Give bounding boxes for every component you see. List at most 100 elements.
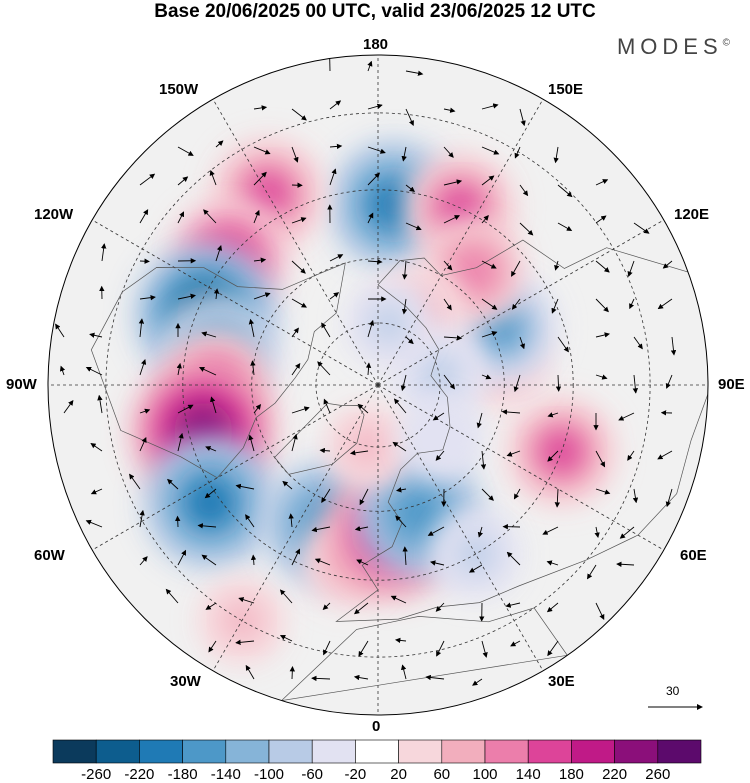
wind-arrow — [253, 292, 271, 300]
colorbar-swatch — [182, 739, 227, 764]
colorbar-swatch — [139, 739, 183, 764]
wind-arrow — [472, 678, 483, 686]
colorbar-swatch — [484, 739, 529, 764]
wind-arrow — [177, 293, 196, 300]
wind-arrow — [139, 359, 147, 376]
colorbar-tick-label: -180 — [167, 766, 198, 783]
wind-arrow — [139, 173, 156, 186]
wind-arrow — [367, 146, 386, 154]
wind-arrow — [392, 441, 407, 452]
wind-arrow — [359, 488, 369, 506]
colorbar-swatch — [614, 739, 659, 764]
wind-arrow — [235, 639, 255, 646]
wind-arrow — [323, 640, 331, 656]
wind-arrow — [365, 362, 372, 376]
wind-arrow — [248, 318, 255, 338]
meridian-line — [86, 216, 379, 386]
wind-arrow — [436, 640, 445, 657]
colorbar — [52, 739, 702, 764]
wind-arrow — [139, 209, 149, 224]
meridian-line — [209, 93, 379, 386]
colorbar-swatch — [311, 739, 356, 764]
wind-arrow — [468, 564, 483, 573]
wind-arrow — [480, 450, 487, 470]
wind-arrow — [595, 298, 609, 313]
wind-arrow — [555, 374, 562, 392]
wind-arrow — [401, 146, 407, 162]
wind-arrow — [167, 478, 179, 490]
wind-arrow — [662, 260, 673, 269]
wind-arrow — [177, 176, 189, 186]
wind-arrow — [245, 514, 255, 528]
wind-arrow — [129, 473, 141, 490]
wind-arrow — [616, 561, 635, 567]
wind-arrow — [443, 374, 456, 390]
wind-arrow — [175, 515, 181, 528]
wind-arrow — [282, 480, 293, 490]
wind-arrow — [670, 336, 677, 356]
graticule — [48, 55, 708, 715]
wind-arrow — [405, 222, 422, 231]
wind-arrow — [511, 260, 521, 277]
meridian-line — [377, 93, 547, 386]
colorbar-tick-label: -140 — [210, 766, 241, 783]
wind-arrow — [357, 403, 369, 414]
wind-arrow — [519, 222, 534, 236]
wind-arrow — [177, 549, 187, 566]
wind-arrow — [510, 640, 521, 647]
wind-arrow — [367, 212, 374, 224]
wind-arrow — [311, 526, 331, 533]
lon-label-60w: 60W — [34, 547, 65, 564]
wind-arrow — [547, 640, 559, 657]
wind-arrow — [319, 447, 331, 454]
wind-arrow — [405, 70, 424, 76]
lon-label-150e: 150E — [548, 81, 584, 98]
wind-arrow — [481, 103, 499, 110]
wind-arrow — [430, 560, 445, 566]
wind-arrow — [551, 298, 559, 314]
colorbar-tick-label: 100 — [472, 766, 498, 783]
wind-arrow — [400, 374, 407, 392]
wind-arrow — [367, 103, 383, 110]
wind-arrow — [288, 513, 294, 528]
wind-arrow — [176, 362, 182, 376]
wind-arrow — [253, 257, 267, 263]
wind-arrow — [322, 602, 331, 611]
wind-arrow — [253, 403, 262, 414]
wind-arrow — [395, 637, 407, 644]
colorbar-tick-label: 180 — [558, 766, 584, 783]
lon-label-120w: 120W — [34, 206, 74, 223]
coastline — [90, 262, 346, 479]
meridian-line — [209, 384, 379, 677]
colorbar-swatch — [52, 739, 97, 764]
wind-arrow — [587, 564, 597, 580]
wind-arrow — [443, 215, 461, 224]
colorbar-tick-label: 260 — [645, 766, 671, 783]
wind-arrow — [435, 450, 445, 461]
wind-arrow — [632, 374, 639, 394]
wind-arrow — [63, 399, 74, 414]
wind-arrow — [139, 294, 156, 301]
wind-arrow — [393, 398, 407, 414]
wind-arrow — [519, 336, 525, 350]
wind-arrow — [367, 172, 381, 186]
wind-arrow — [401, 298, 408, 315]
wind-arrow — [595, 602, 605, 621]
lon-label-90e: 90E — [718, 376, 745, 393]
wind-arrow — [481, 146, 500, 155]
wind-arrow — [358, 640, 369, 657]
wind-arrow — [291, 406, 310, 414]
wind-arrow — [177, 432, 184, 452]
wind-arrow — [55, 323, 65, 338]
colorbar-swatch — [398, 739, 443, 764]
wind-arrow — [481, 488, 494, 501]
map-border — [47, 54, 709, 716]
wind-arrow — [547, 412, 559, 418]
wind-arrow — [443, 107, 456, 113]
wind-arrow — [203, 209, 217, 224]
wind-arrow — [250, 360, 256, 376]
wind-arrow — [291, 260, 306, 274]
wind-arrow — [557, 336, 569, 353]
wind-arrow — [553, 146, 559, 164]
